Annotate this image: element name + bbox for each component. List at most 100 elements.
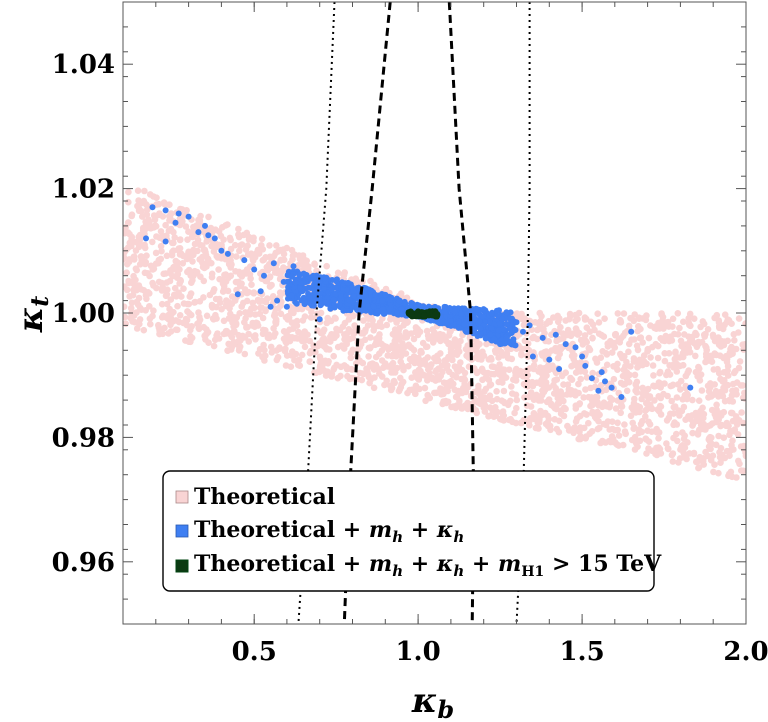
theoretical-point [582,433,590,440]
theoretical-point [548,331,555,339]
y-tick-label: 0.98 [52,423,115,453]
theoretical-point [133,266,140,274]
blue-point [595,387,602,394]
theoretical-point [538,377,545,384]
theoretical-point [203,326,210,333]
theoretical-point [306,337,314,345]
theoretical-point [654,354,662,362]
theoretical-point [726,452,733,460]
theoretical-point [341,331,348,338]
blue-point [290,263,297,270]
theoretical-point [710,468,717,476]
theoretical-point [700,410,708,418]
theoretical-point [295,252,303,259]
blue-point [396,298,403,305]
theoretical-point [334,343,342,351]
theoretical-point [359,359,367,367]
theoretical-point [370,384,378,392]
blue-point [143,235,149,242]
blue-point [310,274,317,281]
theoretical-point [511,409,518,417]
theoretical-point [621,428,629,435]
theoretical-point [651,397,658,404]
theoretical-point [141,187,148,195]
theoretical-point [299,317,307,324]
theoretical-point [485,413,492,420]
theoretical-point [732,387,740,394]
theoretical-point [166,305,173,313]
theoretical-point [220,317,228,325]
theoretical-point [635,426,643,433]
theoretical-point [737,443,745,450]
theoretical-point [692,368,700,376]
theoretical-point [683,395,691,403]
theoretical-point [125,198,132,206]
theoretical-point [224,347,231,355]
theoretical-point [680,318,687,326]
blue-point [506,325,513,332]
theoretical-point [180,252,187,260]
theoretical-point [427,364,434,371]
theoretical-point [219,280,227,288]
blue-point [394,309,400,316]
theoretical-point [712,387,720,395]
theoretical-point [682,416,689,424]
theoretical-point [657,411,665,418]
theoretical-point [614,419,621,427]
theoretical-point [646,401,654,409]
theoretical-point [141,244,149,252]
theoretical-point [301,328,309,335]
theoretical-point [222,255,229,263]
green-point [414,312,421,319]
theoretical-point [695,464,702,472]
theoretical-point [500,387,508,395]
blue-point [579,353,586,360]
theoretical-point [282,314,290,321]
theoretical-point [640,358,648,365]
theoretical-point [618,401,625,409]
theoretical-point [498,414,506,422]
theoretical-point [541,367,548,375]
theoretical-point [143,295,150,303]
blue-point [488,310,495,317]
theoretical-point [250,290,258,297]
blue-point [218,247,225,254]
theoretical-point [246,308,254,315]
theoretical-point [123,246,130,253]
theoretical-point [715,469,722,477]
theoretical-point [709,420,716,427]
theoretical-point [187,272,194,279]
theoretical-point [143,206,151,213]
theoretical-point [717,453,725,460]
theoretical-point [730,369,738,377]
theoretical-point [538,312,545,320]
theoretical-point [551,377,558,384]
theoretical-point [610,375,618,383]
theoretical-point [661,357,669,365]
blue-point [370,303,377,310]
theoretical-point [166,217,173,224]
theoretical-point [731,428,739,435]
theoretical-point [735,364,743,372]
blue-point [162,207,169,214]
theoretical-point [367,344,374,351]
theoretical-point [526,422,533,429]
theoretical-point [277,310,285,318]
theoretical-point [589,334,596,342]
theoretical-point [654,342,662,350]
blue-point [441,303,448,310]
theoretical-point [146,315,154,323]
theoretical-point [287,308,295,315]
blue-point [588,375,595,382]
theoretical-point [711,461,718,469]
theoretical-point [372,353,380,361]
theoretical-point [488,363,496,370]
theoretical-point [639,417,646,425]
blue-point [473,306,480,313]
theoretical-point [530,410,538,417]
blue-point [297,285,304,292]
theoretical-point [137,253,145,261]
theoretical-point [361,328,369,336]
theoretical-point [488,356,495,363]
